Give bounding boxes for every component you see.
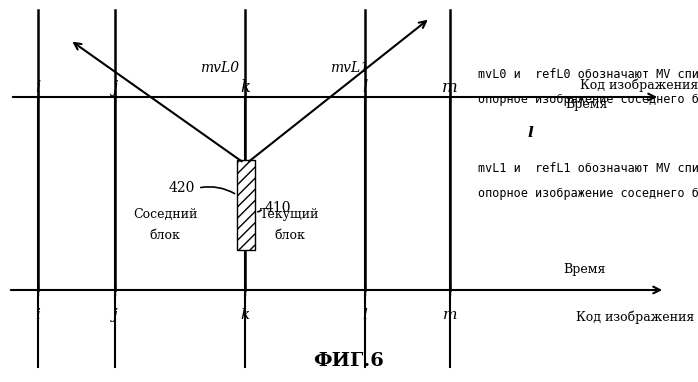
Text: m: m: [442, 79, 458, 96]
Text: m: m: [443, 308, 457, 322]
Bar: [237, 160, 255, 250]
Text: j: j: [112, 79, 117, 96]
Text: Текущий
блок: Текущий блок: [260, 208, 320, 242]
Text: опорное изображение соседнего блока b: опорное изображение соседнего блока b: [478, 93, 698, 106]
Text: Время: Время: [565, 98, 607, 111]
Text: k: k: [240, 79, 250, 96]
Text: 420: 420: [169, 181, 195, 195]
Text: mvL1: mvL1: [330, 61, 369, 75]
Text: mvL0 и  refL0 обозначают MV списка 0 и: mvL0 и refL0 обозначают MV списка 0 и: [478, 68, 698, 81]
Text: j: j: [112, 308, 117, 322]
Text: i: i: [36, 308, 40, 322]
Text: k: k: [240, 308, 250, 322]
Text: l: l: [527, 126, 533, 140]
Text: 410: 410: [265, 201, 292, 215]
Text: ФИГ.6: ФИГ.6: [313, 352, 385, 370]
Text: Время: Время: [563, 263, 605, 276]
Text: l: l: [362, 79, 368, 96]
Text: опорное изображение соседнего блока b: опорное изображение соседнего блока b: [478, 187, 698, 200]
Text: i: i: [36, 79, 40, 96]
Text: Соседний
блок: Соседний блок: [133, 208, 198, 242]
Text: mvL0: mvL0: [200, 61, 239, 75]
Text: Код изображения: Код изображения: [576, 310, 695, 324]
Text: Код изображения: Код изображения: [580, 79, 698, 92]
Text: mvL1 и  refL1 обозначают MV списка 1 и: mvL1 и refL1 обозначают MV списка 1 и: [478, 162, 698, 175]
Text: l: l: [362, 308, 367, 322]
